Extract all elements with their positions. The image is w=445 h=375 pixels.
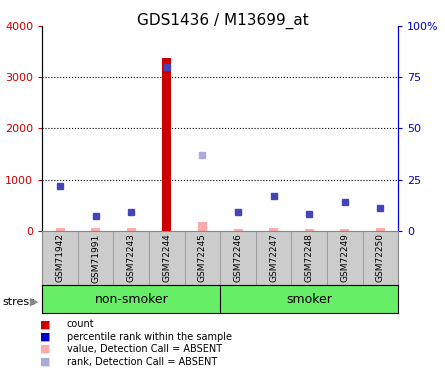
Text: ■: ■ [40,344,51,354]
Bar [376,228,385,231]
Bar [198,222,207,231]
Text: GSM72247: GSM72247 [269,233,278,282]
Text: count: count [67,320,94,329]
Text: GSM72245: GSM72245 [198,233,207,282]
Bar [127,228,136,231]
Bar [269,228,278,231]
Bar [305,229,314,231]
Text: ▶: ▶ [30,297,39,307]
Text: GDS1436 / M13699_at: GDS1436 / M13699_at [137,13,308,29]
Text: GSM72250: GSM72250 [376,233,385,282]
Text: GSM72244: GSM72244 [162,233,171,282]
Bar [340,229,349,231]
Text: smoker: smoker [286,292,332,306]
Text: rank, Detection Call = ABSENT: rank, Detection Call = ABSENT [67,357,217,366]
Text: stress: stress [2,297,35,307]
Text: GSM72249: GSM72249 [340,233,349,282]
Bar [234,229,243,231]
Text: GSM71942: GSM71942 [56,233,65,282]
Text: ■: ■ [40,320,51,329]
Bar [91,228,100,231]
Text: non-smoker: non-smoker [94,292,168,306]
Bar [162,58,171,231]
Text: GSM72243: GSM72243 [127,233,136,282]
Text: ■: ■ [40,332,51,342]
Text: GSM72246: GSM72246 [234,233,243,282]
Text: GSM71991: GSM71991 [91,233,100,283]
Text: ■: ■ [40,357,51,366]
Text: GSM72248: GSM72248 [305,233,314,282]
Bar [56,228,65,231]
Text: percentile rank within the sample: percentile rank within the sample [67,332,232,342]
Text: value, Detection Call = ABSENT: value, Detection Call = ABSENT [67,344,222,354]
